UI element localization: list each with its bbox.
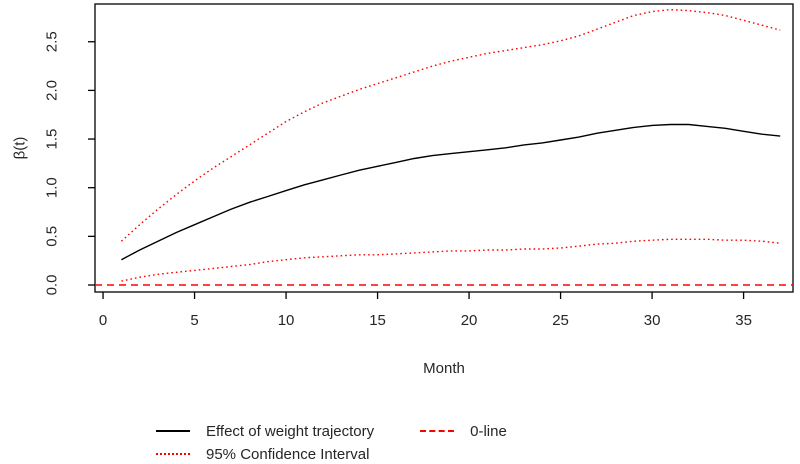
chart-legend: Effect of weight trajectory 95% Confiden…: [156, 421, 507, 464]
x-axis-title: Month: [423, 360, 465, 377]
x-tick-label: 25: [552, 312, 569, 329]
dashed-line-sample-icon: [420, 430, 455, 432]
dotted-line-sample-icon: [156, 453, 190, 455]
legend-item-effect: Effect of weight trajectory: [156, 421, 374, 441]
series-line-95-ci-upper-bound: [120, 8, 781, 242]
legend-label-effect: Effect of weight trajectory: [206, 422, 375, 440]
y-tick-label: 2.5: [44, 31, 61, 52]
y-tick-label: 1.0: [44, 177, 61, 198]
plot-border: [94, 3, 794, 293]
y-axis-title: β(t): [12, 137, 29, 160]
legend-label-zero-line: 0-line: [470, 422, 507, 440]
legend-item-zero-line: 0-line: [420, 421, 507, 441]
x-tick-label: 30: [644, 312, 661, 329]
x-tick-label: 35: [735, 312, 752, 329]
legend-label-confidence-interval: 95% Confidence Interval: [206, 445, 370, 463]
x-tick-label: 15: [369, 312, 386, 329]
x-tick-label: 10: [278, 312, 295, 329]
legend-item-confidence-interval: 95% Confidence Interval: [156, 444, 374, 464]
series-line-95-ci-lower-bound: [121, 238, 781, 282]
x-tick-label: 20: [461, 312, 478, 329]
y-tick-label: 0.5: [44, 226, 61, 247]
solid-line-sample-icon: [156, 430, 190, 432]
x-tick-label: 5: [190, 312, 198, 329]
y-tick-label: 0.0: [44, 275, 61, 296]
y-tick-label: 2.0: [44, 80, 61, 101]
y-tick-label: 1.5: [44, 129, 61, 150]
series-line-effect-of-weight-trajectory: [121, 123, 781, 261]
x-tick-label: 0: [99, 312, 107, 329]
